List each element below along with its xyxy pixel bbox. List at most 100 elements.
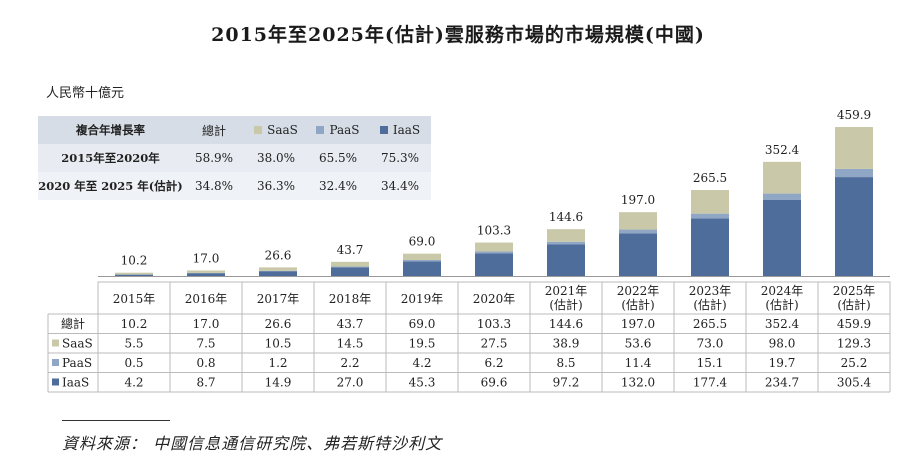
cagr-value: 36.3% — [245, 172, 307, 200]
table-cell-value: 73.0 — [697, 337, 724, 351]
category-tick-label: 2015年 — [113, 292, 156, 306]
category-tick-label-sub: (估計) — [837, 297, 870, 312]
cagr-row-2020-2025: 2020 年至 2025 年(估計) 34.8% 36.3% 32.4% 34.… — [38, 172, 431, 200]
table-cell-value: 43.7 — [337, 317, 364, 331]
bar-paas — [691, 213, 729, 219]
cagr-header-row: 複合年增長率 總計 SaaS PaaS IaaS — [38, 116, 431, 144]
bar-paas — [763, 193, 801, 200]
cagr-row-label: 2015年至2020年 — [38, 144, 183, 172]
bar-saas — [115, 272, 153, 275]
bar-saas — [331, 261, 369, 267]
stacked-bar-chart: 10.2 17.0 26.6 43.7 69.0 103.3 144.6 197.0 265.5… — [47, 108, 891, 393]
bar-saas — [691, 190, 729, 214]
total-data-label: 352.4 — [765, 143, 800, 157]
source-divider — [62, 420, 170, 421]
table-cell-value: 14.5 — [337, 337, 364, 351]
category-tick-label: 2023年 — [689, 284, 732, 298]
bar-paas — [403, 259, 441, 262]
row-swatch-icon — [52, 339, 59, 347]
category-tick-label: 2018年 — [329, 292, 372, 306]
bar-saas — [547, 229, 585, 242]
table-cell-value: 69.6 — [481, 376, 508, 390]
category-tick-label: 2020年 — [473, 292, 516, 306]
chart-title: 2015年至2025年(估計)雲服務市場的市場規模(中國) — [211, 24, 705, 46]
table-cell-value: 132.0 — [621, 376, 655, 390]
category-tick-label: 2024年 — [761, 284, 804, 298]
bar-paas — [331, 266, 369, 268]
table-row-label: IaaS — [62, 376, 89, 390]
table-cell-value: 5.5 — [124, 337, 143, 351]
table-cell-value: 10.2 — [121, 317, 148, 331]
bar-paas — [547, 241, 585, 245]
cagr-value: 34.4% — [369, 172, 431, 200]
category-tick-label: 2022年 — [617, 284, 660, 298]
bar-iaas — [763, 199, 801, 276]
table-cell-value: 11.4 — [625, 356, 652, 370]
total-data-label: 69.0 — [409, 235, 436, 249]
row-swatch-icon — [52, 359, 59, 366]
category-tick-label-sub: (估計) — [693, 297, 726, 312]
table-cell-value: 26.6 — [265, 317, 292, 331]
total-data-label: 103.3 — [477, 224, 511, 238]
bar-saas — [403, 253, 441, 260]
category-tick-label: 2019年 — [401, 292, 444, 306]
saas-swatch-icon — [254, 126, 263, 134]
bar-iaas — [835, 177, 873, 276]
table-row-label: SaaS — [62, 337, 93, 351]
bar-saas — [763, 161, 801, 194]
bar-paas — [835, 168, 873, 178]
cagr-value: 34.8% — [183, 172, 245, 200]
table-cell-value: 19.7 — [769, 356, 796, 370]
table-cell-value: 25.2 — [841, 356, 868, 370]
category-tick-label-sub: (估計) — [621, 297, 654, 312]
bar-iaas — [259, 271, 297, 276]
table-cell-value: 45.3 — [409, 376, 436, 390]
total-data-label: 17.0 — [193, 251, 220, 265]
cagr-header-saas: SaaS — [245, 116, 307, 144]
cagr-header-saas-text: SaaS — [267, 123, 298, 137]
table-cell-value: 352.4 — [765, 317, 800, 331]
total-data-label: 144.6 — [549, 210, 583, 224]
unit-label: 人民幣十億元 — [46, 86, 125, 101]
total-data-label: 459.9 — [837, 108, 871, 122]
bar-iaas — [403, 261, 441, 276]
cagr-header-iaas: IaaS — [369, 116, 431, 144]
category-tick-label: 2021年 — [545, 284, 588, 298]
cagr-value: 38.0% — [245, 144, 307, 172]
table-cell-value: 1.2 — [268, 356, 287, 370]
cagr-header-iaas-text: IaaS — [392, 123, 421, 137]
cagr-header-paas-text: PaaS — [329, 123, 360, 137]
source-note: 資料來源： 中國信息通信研究院、弗若斯特沙利文 — [62, 434, 443, 453]
bar-saas — [259, 267, 297, 271]
total-data-label: 265.5 — [693, 171, 727, 185]
table-cell-value: 97.2 — [553, 376, 580, 390]
bar-saas — [619, 212, 657, 230]
table-row-label: 總計 — [61, 316, 85, 331]
bar-iaas — [115, 274, 153, 276]
cagr-header-paas: PaaS — [307, 116, 369, 144]
iaas-swatch-icon — [379, 126, 388, 134]
table-cell-value: 27.5 — [481, 337, 508, 351]
bar-saas — [835, 127, 873, 169]
table-cell-value: 27.0 — [337, 376, 364, 390]
table-cell-value: 144.6 — [549, 317, 583, 331]
table-cell-value: 14.9 — [265, 376, 292, 390]
total-data-label: 43.7 — [337, 243, 364, 257]
paas-swatch-icon — [316, 126, 325, 134]
table-cell-value: 305.4 — [837, 376, 872, 390]
table-cell-value: 129.3 — [837, 337, 871, 351]
table-cell-value: 15.1 — [697, 356, 724, 370]
bar-iaas — [691, 218, 729, 276]
table-cell-value: 0.8 — [196, 356, 215, 370]
bar-iaas — [475, 253, 513, 276]
table-cell-value: 0.5 — [124, 356, 143, 370]
table-cell-value: 265.5 — [693, 317, 727, 331]
table-cell-value: 38.9 — [553, 337, 580, 351]
category-tick-label: 2017年 — [257, 292, 300, 306]
table-cell-value: 69.0 — [409, 317, 436, 331]
cagr-header-total: 總計 — [183, 116, 245, 144]
total-data-label: 26.6 — [265, 248, 292, 262]
total-data-label: 197.0 — [621, 193, 655, 207]
table-cell-value: 53.6 — [625, 337, 652, 351]
table-cell-value: 6.2 — [484, 356, 503, 370]
